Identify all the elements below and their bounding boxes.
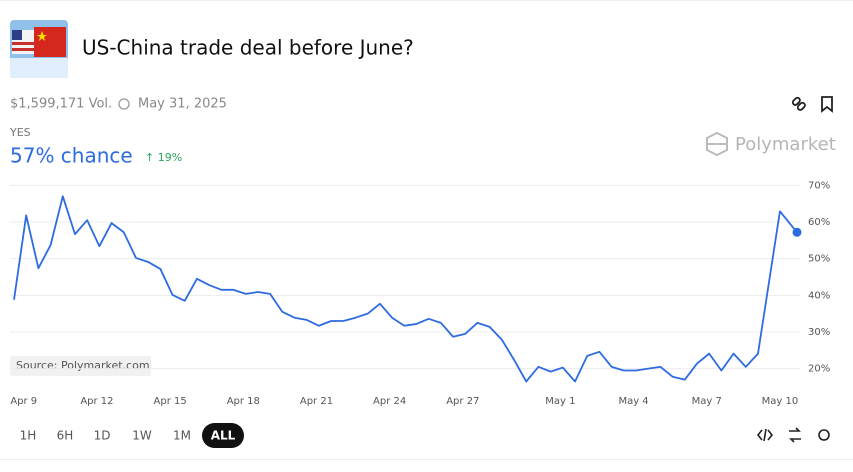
range-active-bg bbox=[202, 423, 244, 448]
swap-icon[interactable] bbox=[789, 427, 801, 443]
market-title: US-China trade deal before June? bbox=[82, 36, 414, 60]
y-tick-label: 50% bbox=[808, 254, 830, 265]
y-tick-label: 30% bbox=[808, 327, 830, 338]
chart-controls bbox=[756, 427, 830, 443]
source-box bbox=[10, 356, 151, 376]
outcome-label: YES bbox=[9, 126, 31, 139]
x-tick-label: Apr 24 bbox=[373, 396, 406, 407]
chance: 57% chance bbox=[10, 144, 133, 168]
x-tick-label: May 10 bbox=[762, 396, 799, 407]
y-tick-label: 60% bbox=[808, 217, 830, 228]
settings-icon[interactable] bbox=[818, 429, 830, 441]
series-line bbox=[13, 195, 798, 383]
bookmark-icon[interactable] bbox=[821, 96, 833, 113]
range-button[interactable]: ALL bbox=[211, 429, 236, 443]
x-tick-label: Apr 12 bbox=[80, 396, 113, 407]
last-point bbox=[792, 227, 802, 237]
y-tick-label: 40% bbox=[808, 290, 830, 301]
x-tick-label: Apr 21 bbox=[300, 396, 333, 407]
link-icon[interactable] bbox=[791, 96, 806, 111]
range-button[interactable]: 1W bbox=[132, 429, 152, 443]
x-tick-label: May 7 bbox=[692, 396, 722, 407]
range-button[interactable]: 1D bbox=[94, 429, 111, 443]
x-tick-label: May 4 bbox=[618, 396, 648, 407]
x-tick-label: May 1 bbox=[545, 396, 575, 407]
brand-logo bbox=[706, 131, 728, 157]
market-image bbox=[10, 20, 68, 78]
y-tick-label: 70% bbox=[808, 180, 830, 191]
volume: $1,599,171 Vol. bbox=[10, 97, 112, 112]
source: Source: Polymarket.com bbox=[16, 359, 150, 372]
x-tick-label: Apr 27 bbox=[446, 396, 479, 407]
x-tick-label: Apr 9 bbox=[10, 396, 37, 407]
x-tick-label: Apr 18 bbox=[227, 396, 260, 407]
x-tick-label: Apr 15 bbox=[154, 396, 187, 407]
chance-change: ↑ 19% bbox=[145, 151, 182, 164]
clock-icon bbox=[118, 98, 130, 110]
embed-icon[interactable] bbox=[756, 428, 774, 442]
range-button[interactable]: 6H bbox=[57, 429, 74, 443]
range-button[interactable]: 1M bbox=[173, 429, 191, 443]
brand-name: Polymarket bbox=[735, 134, 836, 155]
range-button[interactable]: 1H bbox=[20, 429, 37, 443]
y-tick-label: 20% bbox=[808, 364, 830, 375]
end-date: May 31, 2025 bbox=[138, 97, 227, 112]
